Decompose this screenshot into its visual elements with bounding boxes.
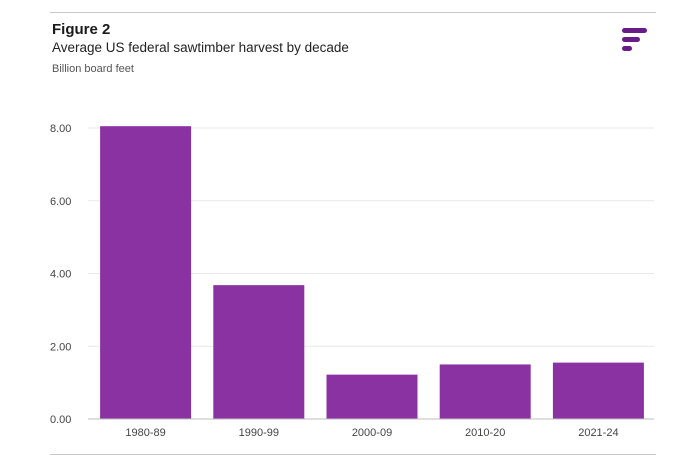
y-tick-label: 0.00 <box>50 414 71 426</box>
y-tick-label: 6.00 <box>50 196 71 208</box>
x-tick-label: 1980-89 <box>125 427 165 439</box>
logo-bar-1 <box>622 28 647 33</box>
logo-bar-3 <box>622 46 632 51</box>
y-tick-label: 2.00 <box>50 341 71 353</box>
chart-title: Average US federal sawtimber harvest by … <box>52 40 349 55</box>
y-tick-label: 4.00 <box>50 269 71 281</box>
x-tick-label: 2010-20 <box>465 427 505 439</box>
bar-1980-89 <box>100 126 192 420</box>
bar-2021-24 <box>552 362 644 419</box>
y-tick-label: 8.00 <box>50 123 71 135</box>
x-tick-label: 2021-24 <box>578 427 618 439</box>
x-tick-label: 1990-99 <box>239 427 279 439</box>
bar-2000-09 <box>326 374 418 419</box>
figure-label: Figure 2 <box>52 21 111 38</box>
brand-f-logo-icon <box>622 28 647 51</box>
unit-label: Billion board feet <box>52 63 134 75</box>
bar-2010-20 <box>439 364 531 419</box>
bottom-rule <box>50 454 656 455</box>
top-rule <box>50 12 656 13</box>
x-tick-label: 2000-09 <box>352 427 392 439</box>
bar-1990-99 <box>213 285 305 419</box>
logo-bar-2 <box>622 37 640 42</box>
